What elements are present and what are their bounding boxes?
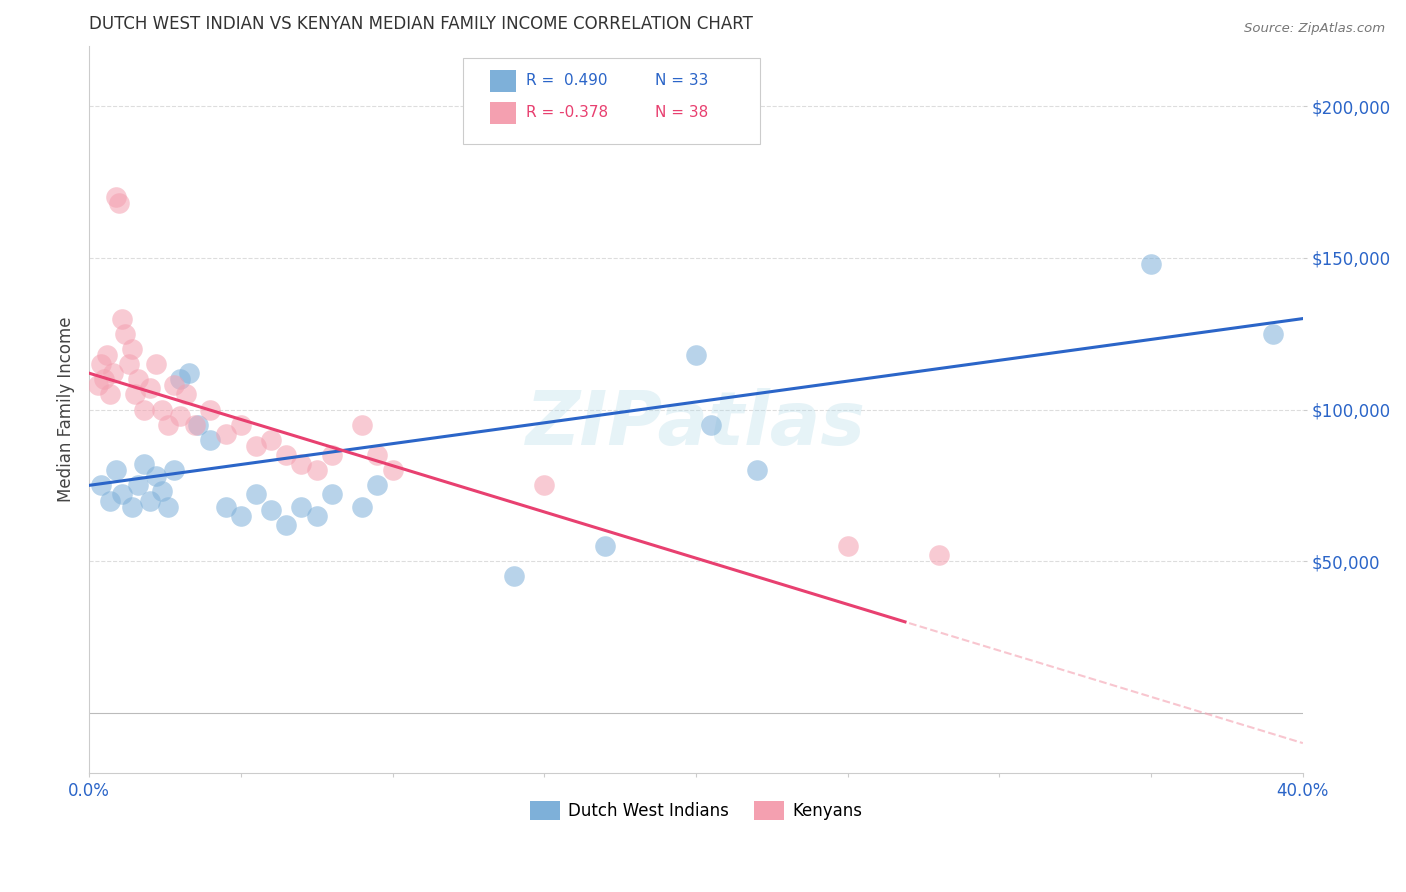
Point (928, 548, 950, 562)
Point (229, 508, 252, 523)
Point (245, 439, 267, 453)
Point (352, 417, 374, 432)
Point (124, 387, 146, 401)
Point (156, 500, 179, 514)
Point (98, 387, 121, 401)
Point (502, 569, 524, 583)
Point (276, 448, 298, 462)
Point (139, 381, 162, 395)
Text: R = -0.378: R = -0.378 (526, 105, 609, 120)
Point (685, 348, 707, 362)
Point (200, 402, 222, 417)
Point (533, 478, 555, 492)
Point (352, 500, 374, 514)
Point (214, 426, 236, 441)
Point (174, 387, 197, 401)
Text: ZIPatlas: ZIPatlas (526, 388, 866, 460)
Point (121, 342, 143, 356)
Point (156, 417, 179, 432)
Point (305, 463, 328, 477)
Text: N = 38: N = 38 (655, 105, 709, 120)
Point (114, 326, 136, 341)
Legend: Dutch West Indians, Kenyans: Dutch West Indians, Kenyans (523, 795, 869, 827)
Point (1261, 326, 1284, 341)
Point (111, 487, 134, 501)
Point (184, 417, 207, 432)
Point (245, 487, 267, 501)
Point (105, 190, 128, 204)
Bar (489, 70, 516, 92)
Point (103, 366, 125, 380)
Point (260, 502, 283, 516)
Text: N = 33: N = 33 (655, 73, 709, 88)
Point (700, 417, 723, 432)
Point (276, 517, 298, 532)
Point (593, 539, 616, 553)
Point (98, 493, 121, 508)
Text: DUTCH WEST INDIAN VS KENYAN MEDIAN FAMILY INCOME CORRELATION CHART: DUTCH WEST INDIAN VS KENYAN MEDIAN FAMIL… (89, 15, 754, 33)
Point (366, 448, 388, 462)
Point (837, 539, 859, 553)
Point (111, 311, 134, 326)
Text: R =  0.490: R = 0.490 (526, 73, 607, 88)
Point (745, 463, 768, 477)
Point (229, 417, 252, 432)
Point (169, 409, 191, 423)
Point (321, 448, 343, 462)
Point (121, 500, 143, 514)
Point (366, 478, 388, 492)
Point (93, 372, 115, 386)
Point (117, 357, 139, 371)
Point (145, 469, 167, 483)
Bar (489, 102, 516, 123)
Point (96, 348, 118, 362)
Y-axis label: Median Family Income: Median Family Income (58, 317, 75, 502)
Point (290, 500, 312, 514)
Point (381, 463, 404, 477)
Point (139, 493, 162, 508)
Text: Source: ZipAtlas.com: Source: ZipAtlas.com (1244, 22, 1385, 36)
Point (145, 357, 167, 371)
Point (260, 433, 283, 447)
Point (150, 402, 173, 417)
Point (321, 487, 343, 501)
Point (179, 366, 201, 380)
Point (105, 463, 128, 477)
Point (150, 484, 173, 499)
Point (132, 457, 155, 471)
Point (1140, 257, 1163, 271)
Point (132, 402, 155, 417)
Point (108, 196, 131, 211)
Point (163, 463, 186, 477)
Point (87, 378, 110, 392)
Point (90, 357, 112, 371)
Point (90, 478, 112, 492)
Point (305, 508, 328, 523)
FancyBboxPatch shape (463, 58, 761, 144)
Point (200, 433, 222, 447)
Point (187, 417, 209, 432)
Point (214, 500, 236, 514)
Point (127, 372, 149, 386)
Point (127, 478, 149, 492)
Point (163, 378, 186, 392)
Point (290, 457, 312, 471)
Point (169, 372, 191, 386)
